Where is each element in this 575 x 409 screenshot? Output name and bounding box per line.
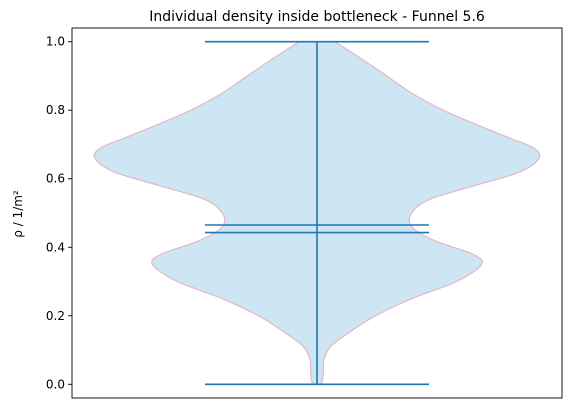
y-axis-label: ρ / 1/m² [11,190,25,238]
y-tick-label: 0.2 [46,309,65,323]
y-tick-label: 1.0 [46,35,65,49]
y-tick-label: 0.4 [46,240,65,254]
chart-title: Individual density inside bottleneck - F… [149,9,485,25]
y-tick-label: 0.8 [46,103,65,117]
axes-frame [71,27,563,399]
y-axis: 0.0 0.2 0.4 0.6 0.8 1.0 [46,35,72,391]
y-tick-label: 0.6 [46,172,65,186]
y-tick-label: 0.0 [46,377,65,391]
plot-area [93,40,541,386]
